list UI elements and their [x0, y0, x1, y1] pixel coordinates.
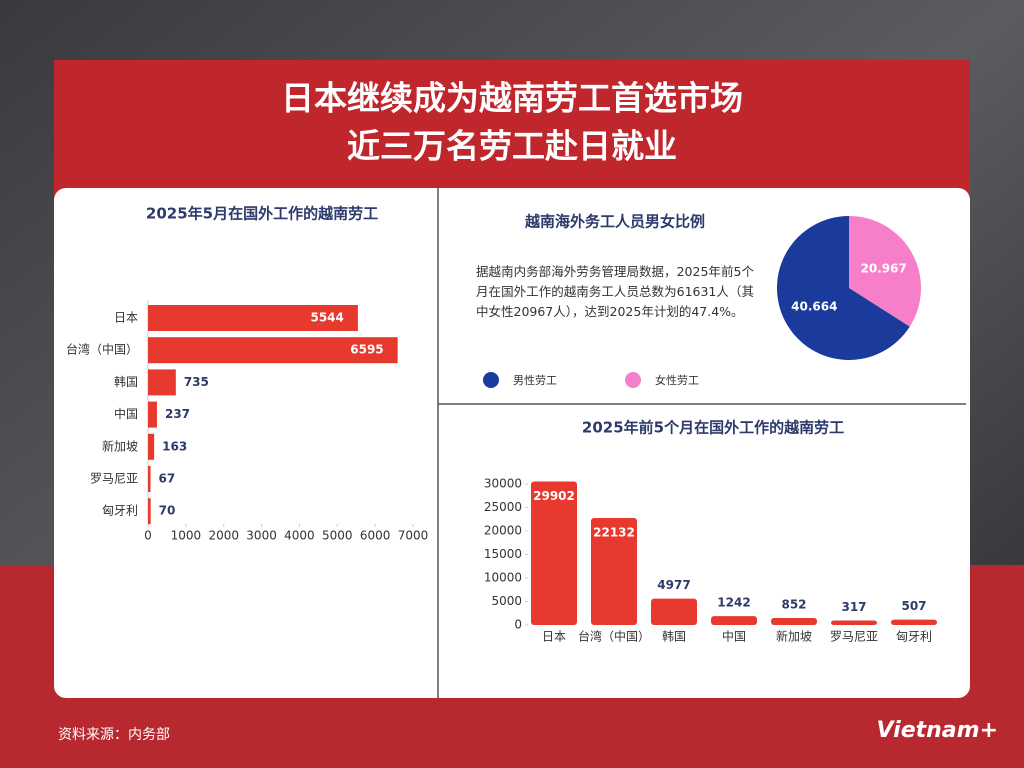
y-tick-label: 5000: [491, 594, 522, 608]
value-label: 6595: [350, 343, 383, 357]
value-label: 852: [781, 597, 806, 611]
x-tick-label: 3000: [246, 529, 277, 543]
bar: [591, 517, 637, 625]
value-label: 70: [159, 504, 176, 518]
bar: [771, 617, 817, 625]
bar: [651, 598, 697, 625]
note: 据越南内务部海外劳务管理局数据，2025年前5个月在国外工作的越南务工人员总数为…: [476, 264, 754, 319]
y-tick-label: 中国: [114, 406, 138, 421]
y-tick-label: 30000: [484, 477, 522, 491]
value-label: 4977: [657, 578, 690, 592]
bar: [148, 433, 155, 460]
bar: [148, 369, 176, 396]
value-label: 67: [159, 472, 176, 486]
legend-marker: [483, 372, 499, 388]
y-tick-label: 日本: [114, 311, 138, 325]
y-tick-label: 15000: [484, 547, 522, 561]
value-label: 22132: [593, 525, 635, 539]
x-tick-label: 5000: [322, 529, 353, 543]
value-label: 163: [162, 439, 187, 453]
value-label: 40.664: [791, 300, 837, 314]
value-label: 317: [841, 600, 866, 614]
bar: [891, 619, 937, 625]
x-tick-label: 6000: [360, 529, 391, 543]
chart-title: 2025年前5个月在国外工作的越南劳工: [582, 419, 844, 437]
y-tick-label: 20000: [484, 524, 522, 538]
value-label: 1242: [717, 596, 750, 610]
x-tick-label: 日本: [542, 630, 566, 644]
x-tick-label: 0: [144, 529, 152, 543]
value-label: 507: [901, 599, 926, 613]
bar: [148, 337, 398, 364]
x-tick-label: 新加坡: [776, 629, 812, 644]
bar: [148, 498, 151, 525]
y-tick-label: 匈牙利: [102, 504, 138, 518]
chart-title: 越南海外务工人员男女比例: [524, 213, 705, 231]
x-tick-label: 台湾（中国）: [578, 629, 650, 644]
value-label: 29902: [533, 489, 575, 503]
legend-marker: [625, 372, 641, 388]
source: 资料来源：内务部: [58, 727, 170, 743]
header-title: 近三万名劳工赴日就业: [347, 127, 677, 166]
value-label: 20.967: [861, 261, 907, 275]
pie-slice: [776, 216, 910, 360]
header-title: 日本继续成为越南劳工首选市场: [281, 79, 743, 118]
legend-label: 男性劳工: [513, 373, 557, 387]
value-label: 735: [184, 375, 209, 389]
bar: [148, 401, 157, 428]
y-tick-label: 新加坡: [102, 438, 138, 453]
bar: [711, 616, 757, 625]
x-tick-label: 中国: [722, 629, 746, 644]
x-tick-label: 罗马尼亚: [830, 630, 878, 644]
x-tick-label: 匈牙利: [896, 630, 932, 644]
y-tick-label: 罗马尼亚: [90, 472, 138, 486]
x-tick-label: 2000: [208, 529, 239, 543]
bar: [148, 305, 358, 331]
y-tick-label: 10000: [484, 571, 522, 585]
logo: Vietnam+: [877, 718, 998, 743]
x-tick-label: 1000: [171, 529, 202, 543]
pie-slice: [849, 216, 921, 327]
bar: [531, 481, 577, 625]
y-tick-label: 台湾（中国）: [66, 342, 138, 357]
chart-title: 2025年5月在国外工作的越南劳工: [146, 205, 378, 223]
bar: [148, 466, 151, 492]
y-tick-label: 0: [514, 618, 522, 632]
x-tick-label: 韩国: [662, 629, 686, 644]
bar: [831, 620, 877, 625]
x-tick-label: 4000: [284, 529, 315, 543]
value-label: 237: [165, 407, 190, 421]
legend-label: 女性劳工: [655, 373, 699, 387]
x-tick-label: 7000: [398, 529, 429, 543]
value-label: 5544: [310, 311, 343, 325]
y-tick-label: 韩国: [114, 374, 138, 389]
header-band: [54, 60, 970, 200]
y-tick-label: 25000: [484, 500, 522, 514]
